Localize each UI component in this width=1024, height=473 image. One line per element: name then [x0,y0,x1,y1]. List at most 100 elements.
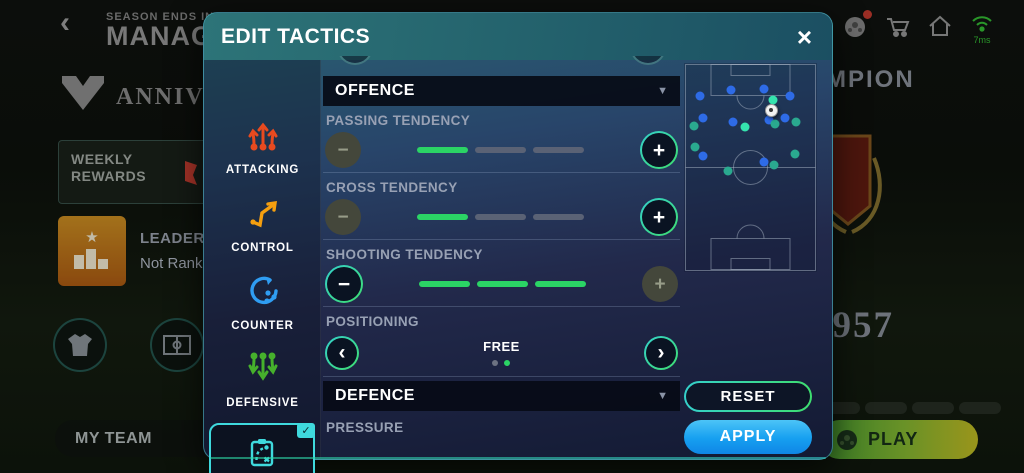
shooting-segment [477,281,528,287]
defensive-icon [246,351,280,390]
slider-group-passing: PASSING TENDENCY − + [323,113,680,173]
shooting-slider: − + [323,262,680,307]
passing-segment [417,147,468,153]
player-dot-blue[interactable] [780,113,790,123]
player-dot-blue[interactable] [759,84,769,94]
tactics-pitch-preview [684,63,817,272]
player-dot-blue[interactable] [698,151,708,161]
ribbon-icon [183,159,199,194]
cross-label: CROSS TENDENCY [326,180,458,195]
player-dot-blue[interactable] [698,113,708,123]
passing-label: PASSING TENDENCY [326,113,471,128]
apply-button[interactable]: APPLY [684,420,812,454]
tab-label: DEFENSIVE [226,397,299,409]
formation-button[interactable] [150,318,204,372]
offence-section-header[interactable]: OFFENCE ▼ [323,76,680,106]
tactics-scroll-area[interactable]: OFFENCE ▼ PASSING TENDENCY − + CROSS TENDEN… [323,56,680,460]
modal-bottom-accent [210,457,826,459]
weekly-rewards-card[interactable]: WEEKLY REWARDS [58,140,208,204]
player-dot-blue[interactable] [785,91,795,101]
scrolled-slider-peek [323,56,680,76]
wifi-icon: 7ms [968,12,996,45]
attacking-icon [246,118,280,157]
player-dot-teal[interactable] [790,149,800,159]
play-label: PLAY [868,429,919,449]
play-ball-icon [837,429,857,450]
shooting-plus-button: + [642,266,678,302]
reset-label: RESET [686,383,810,410]
slider-group-cross: CROSS TENDENCY − + [323,180,680,240]
shooting-segment [419,281,470,287]
tab-defensive[interactable]: DEFENSIVE [204,351,321,409]
weekly-rewards-line2: REWARDS [71,168,147,184]
close-icon[interactable]: × [796,21,812,52]
player-dot-teal[interactable] [723,166,733,176]
player-dot-blue[interactable] [759,157,769,167]
player-dot-blue[interactable] [695,91,705,101]
anniversary-logo [58,72,108,119]
tab-control[interactable]: CONTROL [204,196,321,254]
player-dot-teal[interactable] [690,142,700,152]
positioning-label: POSITIONING [326,314,419,329]
tab-attacking[interactable]: ATTACKING [204,118,321,176]
positioning-next-button[interactable]: › [643,335,678,370]
home-icon[interactable] [926,12,954,40]
energy-bar [818,402,1001,414]
player-dot-mint[interactable] [768,95,778,105]
shooting-level-bar [419,281,586,287]
edit-tactics-modal: EDIT TACTICS × ATTACKING CONTROL COUNTER DE… [203,12,833,473]
my-team-label: MY TEAM [55,420,205,457]
positioning-selector: ‹ FREE › [323,329,680,377]
kit-button[interactable] [53,318,107,372]
store-cart-icon[interactable] [884,12,912,40]
pressure-label: PRESSURE [326,420,404,435]
slider-group-shooting: SHOOTING TENDENCY − + [323,247,680,307]
apply-label: APPLY [719,428,777,445]
positioning-prev-button[interactable]: ‹ [325,335,359,370]
shooting-segment [535,281,586,287]
cross-level-bar [417,214,584,220]
ball-icon[interactable] [842,10,872,40]
cross-minus-button: − [325,199,361,235]
cross-segment [533,214,584,220]
cross-slider: − + [323,195,680,240]
tab-label: ATTACKING [225,164,300,176]
player-dot-mint[interactable] [740,122,749,132]
modal-title: EDIT TACTICS [221,24,371,48]
play-button[interactable]: PLAY [820,420,978,459]
player-dot-blue[interactable] [728,117,738,127]
check-icon: ✓ [297,423,315,438]
control-icon [246,196,280,235]
player-dot-blue[interactable] [764,115,774,125]
defence-section-header[interactable]: DEFENCE ▼ [323,381,680,411]
leaderboard-status: Not Ranked [140,255,220,272]
positioning-dot [492,360,499,366]
latency-label: 7ms [973,35,991,45]
player-dot-teal[interactable] [791,117,801,127]
player-dot-teal[interactable] [770,119,780,129]
tab-label: CONTROL [231,242,294,254]
player-dot-teal[interactable] [689,121,699,131]
passing-segment [475,147,526,153]
cross-plus-button[interactable]: + [640,198,678,236]
back-chevron-icon[interactable]: ‹ [60,6,70,39]
tab-label: COUNTER [231,320,294,332]
chevron-down-icon: ▼ [657,390,668,402]
shooting-minus-button[interactable]: − [325,265,363,303]
positioning-value: FREE [483,339,520,354]
leaderboard-icon[interactable]: ★ [58,216,126,286]
tactics-sidebar: ATTACKING CONTROL COUNTER DEFENSIVE CUSTOM✓ [204,60,321,473]
player-dot-blue[interactable] [726,85,736,95]
tab-custom[interactable]: CUSTOM✓ [209,423,315,473]
player-dot-teal[interactable] [769,160,779,170]
cursor-ball-icon [765,103,779,117]
star-icon: ★ [85,229,99,246]
counter-icon [246,274,280,313]
passing-minus-button: − [325,132,361,168]
offence-label: OFFENCE [335,82,415,99]
reset-button[interactable]: RESET [684,381,812,412]
passing-plus-button[interactable]: + [640,131,678,169]
passing-level-bar [417,147,584,153]
positioning-dot [504,360,511,366]
tab-counter[interactable]: COUNTER [204,274,321,332]
